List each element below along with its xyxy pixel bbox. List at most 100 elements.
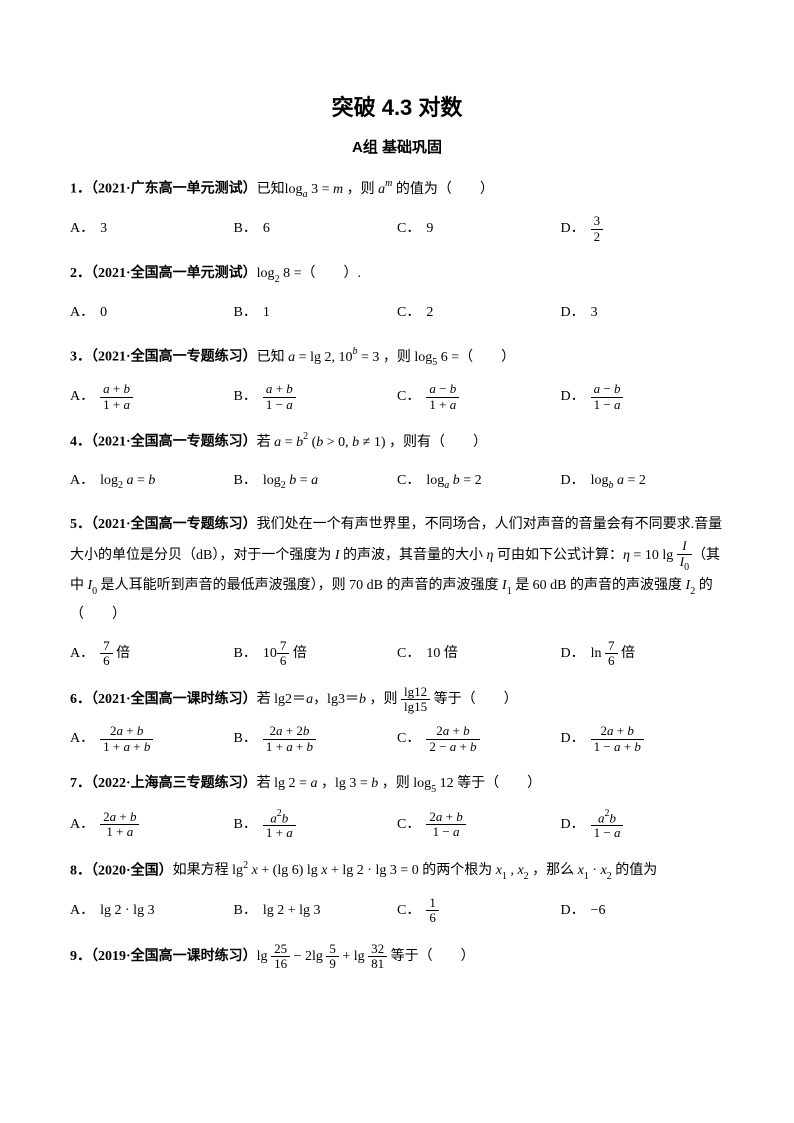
choice-c: C．10 倍 xyxy=(397,640,561,668)
choice-value: 2 xyxy=(426,299,433,327)
choice-label: B． xyxy=(234,725,257,753)
choice-label: B． xyxy=(234,640,257,668)
choice-label: B． xyxy=(234,215,257,243)
question-number: 2． xyxy=(70,266,91,281)
question-number: 5． xyxy=(70,517,91,532)
choice-label: D． xyxy=(561,811,585,839)
question-stem: 3．（2021·全国高一专题练习）已知 a = lg 2, 10b = 3 ，则… xyxy=(70,343,724,372)
question-stem: 1．（2021·广东高一单元测试）已知loga 3 = m ，则 am 的值为（… xyxy=(70,175,724,204)
question-9: 9．（2019·全国高一课时练习）lg 2516 − 2lg 59 + lg 3… xyxy=(70,942,724,972)
question-text: 若 lg2＝a，lg3＝b ，则 lg12lg15 等于（ ） xyxy=(257,692,518,707)
choice-a: A．3 xyxy=(70,215,234,243)
question-source: （2022·上海高三专题练习） xyxy=(91,776,257,791)
choice-label: A． xyxy=(70,640,94,668)
question-text: 如果方程 lg2 x + (lg 6) lg x + lg 2 · lg 3 =… xyxy=(173,863,658,878)
choice-label: C． xyxy=(397,811,420,839)
choice-value: 2a + 2b1 + a + b xyxy=(263,724,316,754)
page-title: 突破 4.3 对数 xyxy=(70,90,724,122)
choice-c: C．9 xyxy=(397,215,561,243)
question-6: 6．（2021·全国高一课时练习）若 lg2＝a，lg3＝b ，则 lg12lg… xyxy=(70,685,724,754)
choice-label: C． xyxy=(397,640,420,668)
choice-value: −6 xyxy=(591,897,606,925)
choice-label: D． xyxy=(561,897,585,925)
choices-row: A．76 倍 B．1076 倍 C．10 倍 D．ln 76 倍 xyxy=(70,639,724,669)
choice-b: B．a2b1 + a xyxy=(234,809,398,841)
choice-a: A．2a + b1 + a xyxy=(70,810,234,840)
choice-label: A． xyxy=(70,299,94,327)
choice-label: B． xyxy=(234,897,257,925)
choice-value: a2b1 − a xyxy=(591,809,624,841)
choice-a: A．lg 2 · lg 3 xyxy=(70,897,234,925)
question-text: 若 a = b2 (b > 0, b ≠ 1) ，则有（ ） xyxy=(257,435,487,450)
choice-label: A． xyxy=(70,467,94,495)
choice-label: A． xyxy=(70,383,94,411)
choice-d: D．2a + b1 − a + b xyxy=(561,724,725,754)
choice-value: 2a + b1 + a + b xyxy=(100,724,153,754)
question-text: log2 8 =（ ）. xyxy=(257,266,361,281)
choice-b: B．2a + 2b1 + a + b xyxy=(234,724,398,754)
question-source: （2021·广东高一单元测试） xyxy=(91,182,257,197)
question-text: lg 2516 − 2lg 59 + lg 3281 等于（ ） xyxy=(257,949,475,964)
question-text: 已知 a = lg 2, 10b = 3 ，则 log5 6 =（ ） xyxy=(257,350,516,365)
question-stem: 8．（2020·全国）如果方程 lg2 x + (lg 6) lg x + lg… xyxy=(70,857,724,886)
choice-a: A．2a + b1 + a + b xyxy=(70,724,234,754)
choices-row: A．2a + b1 + a + b B．2a + 2b1 + a + b C．2… xyxy=(70,724,724,754)
choice-value: 2a + b2 − a + b xyxy=(426,724,479,754)
question-number: 3． xyxy=(70,350,91,365)
question-number: 9． xyxy=(70,949,91,964)
choice-b: B．log2 b = a xyxy=(234,467,398,496)
choice-value: loga b = 2 xyxy=(426,467,481,496)
choice-value: a2b1 + a xyxy=(263,809,296,841)
question-stem: 6．（2021·全国高一课时练习）若 lg2＝a，lg3＝b ，则 lg12lg… xyxy=(70,685,724,715)
question-stem: 7．（2022·上海高三专题练习）若 lg 2 = a ，lg 3 = b ，则… xyxy=(70,770,724,799)
choices-row: A．log2 a = b B．log2 b = a C．loga b = 2 D… xyxy=(70,467,724,496)
choice-value: 2a + b1 + a xyxy=(100,810,139,840)
choice-d: D．32 xyxy=(561,214,725,244)
choice-b: B．lg 2 + lg 3 xyxy=(234,897,398,925)
question-number: 1． xyxy=(70,182,91,197)
choice-label: D． xyxy=(561,725,585,753)
choice-c: C．16 xyxy=(397,896,561,926)
choice-label: D． xyxy=(561,467,585,495)
choice-label: A． xyxy=(70,811,94,839)
choice-d: D．ln 76 倍 xyxy=(561,639,725,669)
choice-label: C． xyxy=(397,299,420,327)
choice-value: 9 xyxy=(426,215,433,243)
choice-label: B． xyxy=(234,811,257,839)
choice-value: log2 a = b xyxy=(100,467,155,496)
question-7: 7．（2022·上海高三专题练习）若 lg 2 = a ，lg 3 = b ，则… xyxy=(70,770,724,841)
question-source: （2021·全国高一课时练习） xyxy=(91,692,257,707)
choice-label: C． xyxy=(397,215,420,243)
choice-value: 1 xyxy=(263,299,270,327)
choice-value: logb a = 2 xyxy=(591,467,646,496)
choice-a: A．76 倍 xyxy=(70,639,234,669)
choice-value: a + b1 − a xyxy=(263,382,296,412)
choice-b: B．a + b1 − a xyxy=(234,382,398,412)
choice-value: a + b1 + a xyxy=(100,382,133,412)
choice-label: D． xyxy=(561,383,585,411)
choice-value: 2a + b1 − a xyxy=(426,810,465,840)
choices-row: A．2a + b1 + a B．a2b1 + a C．2a + b1 − a D… xyxy=(70,809,724,841)
choice-value: 3 xyxy=(591,299,598,327)
question-number: 7． xyxy=(70,776,91,791)
question-text: 已知loga 3 = m ，则 am 的值为（ ） xyxy=(257,182,494,197)
question-stem: 5．（2021·全国高一专题练习）我们处在一个有声世界里，不同场合，人们对声音的… xyxy=(70,511,724,629)
choice-c: C．2a + b1 − a xyxy=(397,810,561,840)
choice-d: D．logb a = 2 xyxy=(561,467,725,496)
choice-label: D． xyxy=(561,640,585,668)
section-subtitle: A组 基础巩固 xyxy=(70,136,724,157)
question-source: （2020·全国） xyxy=(91,863,173,878)
choice-label: C． xyxy=(397,467,420,495)
question-1: 1．（2021·广东高一单元测试）已知loga 3 = m ，则 am 的值为（… xyxy=(70,175,724,244)
choice-label: A． xyxy=(70,215,94,243)
choices-row: A．0 B．1 C．2 D．3 xyxy=(70,299,724,327)
question-4: 4．（2021·全国高一专题练习）若 a = b2 (b > 0, b ≠ 1)… xyxy=(70,428,724,495)
choice-label: A． xyxy=(70,725,94,753)
question-source: （2021·全国高一专题练习） xyxy=(91,435,257,450)
question-source: （2019·全国高一课时练习） xyxy=(91,949,257,964)
choice-c: C．2a + b2 − a + b xyxy=(397,724,561,754)
choices-row: A．lg 2 · lg 3 B．lg 2 + lg 3 C．16 D．−6 xyxy=(70,896,724,926)
choice-value: 76 倍 xyxy=(100,639,130,669)
choice-c: C．loga b = 2 xyxy=(397,467,561,496)
choice-value: a − b1 + a xyxy=(426,382,459,412)
